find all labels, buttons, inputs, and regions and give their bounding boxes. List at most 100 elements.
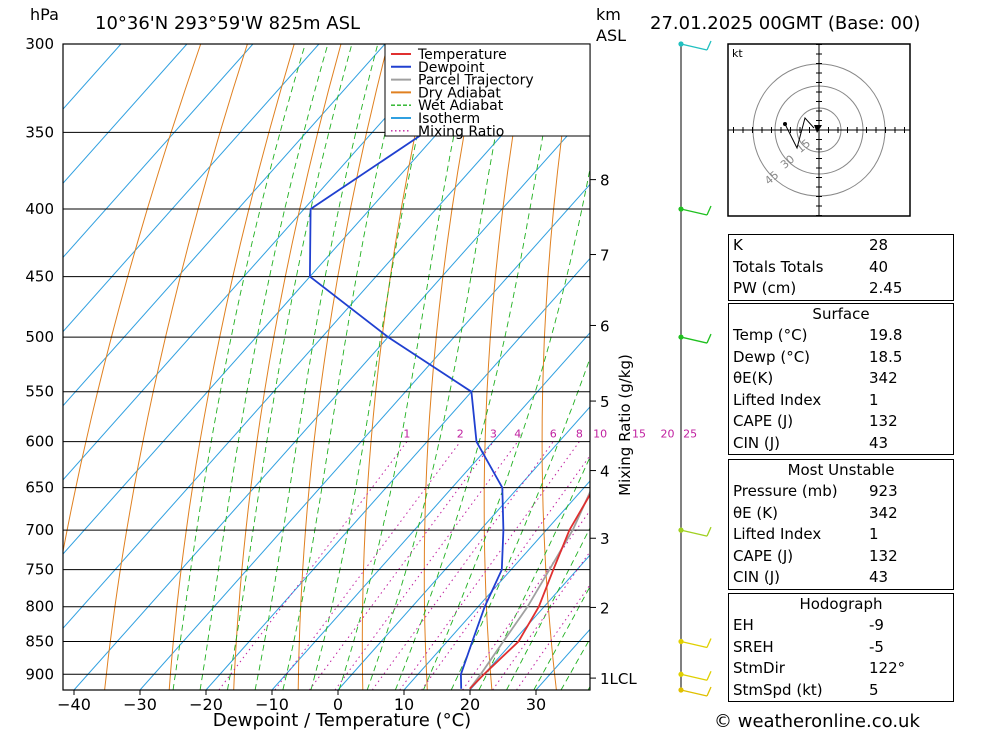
dry-adiabat-line [483, 44, 529, 690]
x-tick-label: 30 [526, 695, 546, 714]
table-row: PW (cm) 2.45 [733, 279, 903, 297]
surface-title: Surface [812, 305, 870, 323]
km-tick-label: 5 [600, 393, 610, 411]
table-row: Temp (°C) 19.8 [733, 326, 903, 344]
wind-barb-shaft [680, 640, 708, 649]
dry-adiabat-line [63, 44, 202, 554]
mixing-ratio-label: 25 [683, 428, 697, 441]
wet-adiabat-line [394, 44, 560, 690]
wind-barb-flag [706, 526, 712, 537]
wind-barb-flag [706, 205, 712, 216]
x-tick-label: 10 [394, 695, 414, 714]
dry-adiabat-line [423, 44, 482, 690]
pressure-isobars [63, 43, 590, 675]
altitude-axis-labels: 8 7 6 5 4 3 2 1LCL [590, 172, 637, 688]
parcel-trajectory-line [469, 490, 590, 690]
pressure-tick-label: 350 [25, 123, 54, 141]
indices-table: K 28 Totals Totals 40 PW (cm) 2.45 [728, 234, 954, 301]
isotherm-line [139, 183, 590, 690]
most-unstable-table: Most Unstable Pressure (mb) 923 θE (K) 342… [728, 459, 954, 590]
pressure-tick-label: 850 [25, 632, 54, 650]
wet-adiabat-line [422, 166, 590, 690]
km-tick-label: 6 [600, 317, 610, 335]
surface-table: Surface Temp (°C) 19.8 Dewp (°C) 18.5 θE(K… [728, 303, 954, 455]
mixing-ratio-label: 1 [403, 428, 410, 441]
legend-label: Isotherm [418, 111, 480, 127]
table-row: CIN (J) 43 [733, 433, 889, 452]
profile-lines [308, 44, 590, 690]
legend-label: Dewpoint [418, 60, 485, 76]
legend-label: Dry Adiabat [418, 85, 501, 101]
mixing-ratio-labels: 1 2 3 4 6 8 10 15 20 25 [403, 428, 697, 441]
mixing-ratio-line [492, 550, 590, 690]
wind-barb-shaft [680, 43, 708, 51]
isotherm-line [403, 480, 590, 690]
table-row: Totals Totals 40 [733, 257, 889, 276]
wind-barb-flag [706, 40, 712, 51]
isotherm-line [73, 109, 590, 690]
wet-adiabat-line [310, 44, 438, 690]
table-row: θE(K) 342 [733, 369, 898, 387]
hodograph-table: Hodograph EH -9 SREH -5 StmDir 122° StmSpd … [728, 593, 954, 702]
mixing-ratio-label: 20 [661, 428, 675, 441]
table-row: θE (K) 342 [733, 503, 898, 522]
mixing-ratio-line [462, 509, 590, 690]
km-tick-label: 1LCL [600, 670, 637, 688]
dewpoint-line [308, 44, 590, 689]
mixing-ratio-line [371, 441, 554, 690]
wet-adiabat-line [254, 44, 379, 690]
table-row: SREH -5 [733, 637, 884, 656]
table-row: CAPE (J) 132 [733, 546, 898, 565]
plot-frame [62, 43, 591, 691]
mixing-ratio-label: 3 [490, 428, 497, 441]
x-tick-label: −10 [255, 695, 289, 714]
table-row: K 28 [733, 236, 889, 254]
legend-label: Wet Adiabat [418, 98, 504, 114]
pressure-tick-label: 750 [25, 561, 54, 579]
km-tick-label: 7 [600, 247, 610, 265]
wind-barb-shaft [680, 336, 708, 344]
legend-label: Parcel Trajectory [418, 73, 534, 89]
dry-adiabat-line [168, 44, 295, 690]
km-tick-label: 8 [600, 172, 610, 190]
mixing-ratio-label: 8 [576, 428, 583, 441]
table-row: StmSpd (kt) 5 [733, 680, 879, 699]
km-tick-label: 4 [600, 463, 610, 481]
mixing-ratio-line [334, 441, 519, 690]
km-tick-label: 3 [600, 530, 610, 548]
pressure-axis-labels: 300 350 400 450 500 550 600 650 700 750 800 850 900 [25, 35, 54, 683]
x-tick-label: −40 [57, 695, 91, 714]
pressure-tick-label: 600 [25, 433, 54, 451]
isotherm-line [63, 44, 320, 333]
table-row: StmDir 122° [733, 659, 906, 677]
storm-motion-marker [814, 125, 822, 133]
dry-adiabat-line [949, 44, 1000, 690]
pressure-tick-label: 550 [25, 383, 54, 401]
wind-barb-flag [706, 671, 712, 681]
hodograph-trace [784, 116, 815, 150]
x-tick-label: 0 [333, 695, 343, 714]
legend-box [384, 43, 591, 137]
hodograph-title: Hodograph [799, 595, 883, 613]
x-tick-label: 20 [460, 695, 480, 714]
table-row: Pressure (mb) 923 [733, 482, 898, 500]
background-lines [63, 44, 1000, 690]
dry-adiabat-line [996, 44, 1000, 690]
isotherm-line [337, 406, 590, 690]
hodograph-point [783, 122, 787, 126]
pressure-tick-label: 650 [25, 479, 54, 497]
isotherm-line [205, 257, 590, 690]
mixing-ratio-label: 2 [457, 428, 464, 441]
pressure-tick-label: 300 [25, 35, 54, 53]
wind-barb-flag [706, 686, 712, 697]
wet-adiabat-line [172, 44, 306, 690]
temperature-line [469, 492, 590, 690]
isotherm-line [63, 44, 122, 110]
isotherm-line [63, 44, 452, 481]
dry-adiabat-line [297, 44, 389, 690]
table-row: Lifted Index 1 [733, 525, 879, 543]
x-tick-label: −20 [189, 695, 223, 714]
dry-adiabat-line [233, 44, 342, 690]
